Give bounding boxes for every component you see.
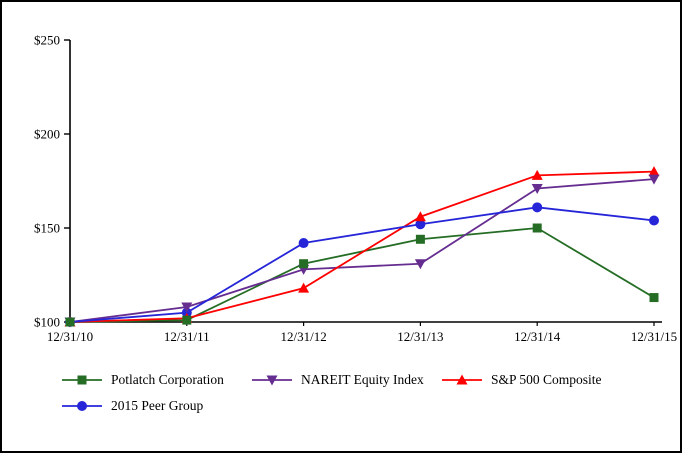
- svg-text:12/31/13: 12/31/13: [397, 329, 443, 344]
- legend-label: 2015 Peer Group: [111, 398, 204, 413]
- legend-item-nareit-equity-index: NAREIT Equity Index: [252, 372, 442, 388]
- legend-label: Potlatch Corporation: [111, 372, 224, 387]
- svg-text:12/31/10: 12/31/10: [47, 329, 93, 344]
- svg-text:12/31/11: 12/31/11: [164, 329, 210, 344]
- svg-text:$200: $200: [34, 127, 60, 142]
- legend-item-s-p-500-composite: S&P 500 Composite: [442, 372, 632, 388]
- svg-text:$250: $250: [34, 33, 60, 48]
- legend-label: NAREIT Equity Index: [301, 372, 424, 387]
- circle-legend-marker-icon: [62, 401, 102, 411]
- svg-text:12/31/15: 12/31/15: [631, 329, 677, 344]
- chart-legend: Potlatch Corporation NAREIT Equity Index S…: [62, 372, 680, 414]
- legend-row: Potlatch Corporation NAREIT Equity Index S…: [62, 372, 680, 388]
- svg-text:12/31/12: 12/31/12: [280, 329, 326, 344]
- square-legend-marker-icon: [62, 375, 102, 385]
- legend-label: S&P 500 Composite: [491, 372, 602, 387]
- legend-item-2015-peer-group: 2015 Peer Group: [62, 398, 252, 414]
- triangle-down-legend-marker-icon: [252, 375, 292, 386]
- performance-line-chart: $100 $150 $200 $250 12/31/10 12/31/11 12/31/12…: [34, 33, 677, 345]
- svg-text:$150: $150: [34, 221, 60, 236]
- legend-row: 2015 Peer Group: [62, 398, 680, 414]
- plot-area: $100 $150 $200 $250 12/31/10 12/31/11 12/31/12…: [2, 4, 680, 356]
- svg-text:$100: $100: [34, 315, 60, 330]
- triangle-up-legend-marker-icon: [442, 374, 482, 385]
- svg-text:12/31/14: 12/31/14: [514, 329, 561, 344]
- legend-item-potlatch-corporation: Potlatch Corporation: [62, 372, 252, 388]
